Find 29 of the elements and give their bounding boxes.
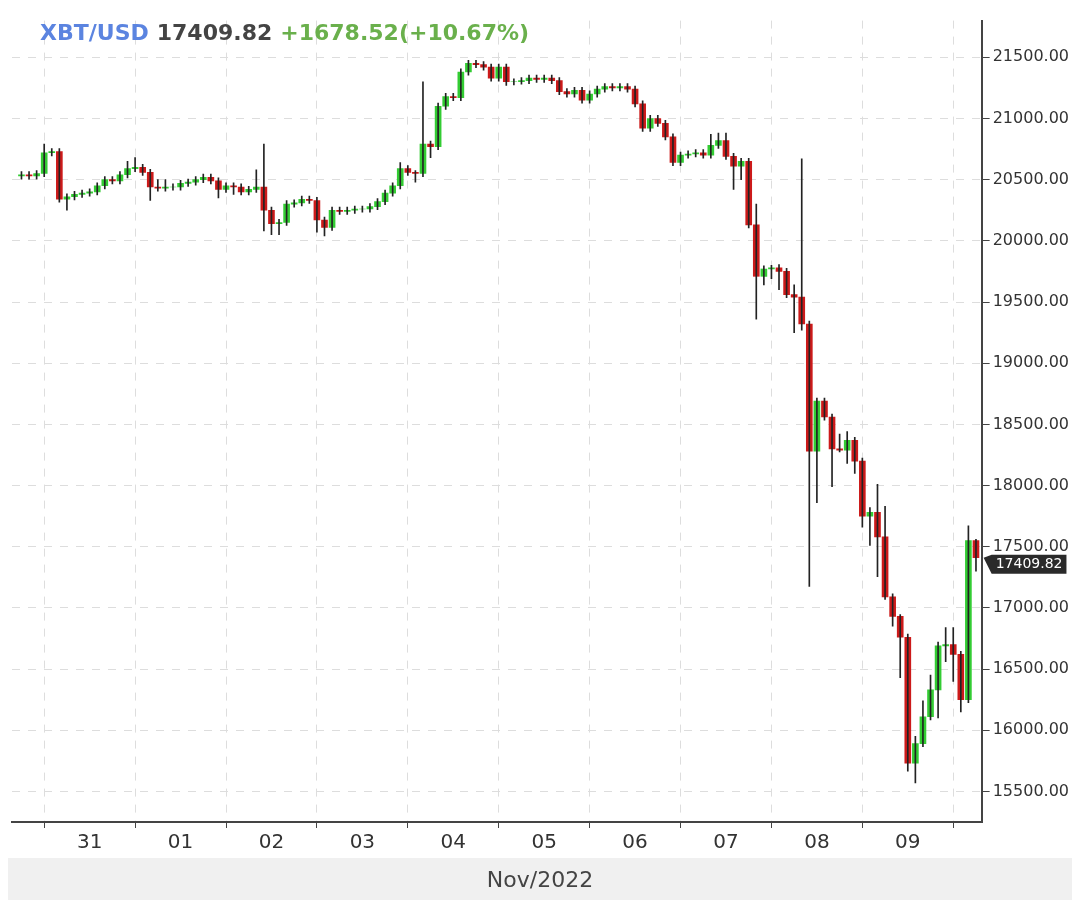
y-tick-label: 21500.00 [992, 46, 1069, 66]
y-tick-label: 15500.00 [992, 780, 1069, 800]
text: 17409.82 [995, 555, 1063, 572]
x-tick-label: 05 [531, 829, 557, 854]
x-tick-label: 01 [167, 829, 194, 854]
annotation: 17409.82 [156, 19, 273, 45]
chart-title: XBT/USD [40, 19, 149, 45]
x-tick-label: 04 [440, 829, 466, 854]
y-tick-label: 17000.00 [992, 597, 1069, 617]
x-tick-label: 03 [349, 829, 376, 854]
x-tick-label: 07 [713, 829, 739, 854]
x-axis-title: Nov/2022 [8, 858, 1072, 900]
y-tick-label: 17500.00 [992, 535, 1069, 555]
y-tick-label: 16000.00 [992, 719, 1069, 739]
candlestick [699, 149, 707, 159]
y-tick-label: 16500.00 [992, 658, 1069, 678]
y-tick-label: 19500.00 [992, 291, 1069, 311]
x-tick-label: 31 [76, 829, 103, 854]
y-tick-label: 19000.00 [992, 352, 1069, 372]
y-tick-label: 18000.00 [992, 474, 1069, 494]
y-tick-label: 21000.00 [992, 107, 1069, 127]
y-tick-label: 18500.00 [992, 413, 1069, 433]
x-tick-label: 02 [258, 829, 285, 854]
x-tick-label: 06 [622, 829, 648, 854]
y-tick-label: 20500.00 [992, 168, 1069, 188]
y-tick-label: 20000.00 [992, 229, 1069, 249]
x-tick-label: 08 [804, 829, 830, 854]
x-tick-label: 09 [895, 829, 921, 854]
annotation: +1678.52(+10.67%) [280, 19, 530, 45]
